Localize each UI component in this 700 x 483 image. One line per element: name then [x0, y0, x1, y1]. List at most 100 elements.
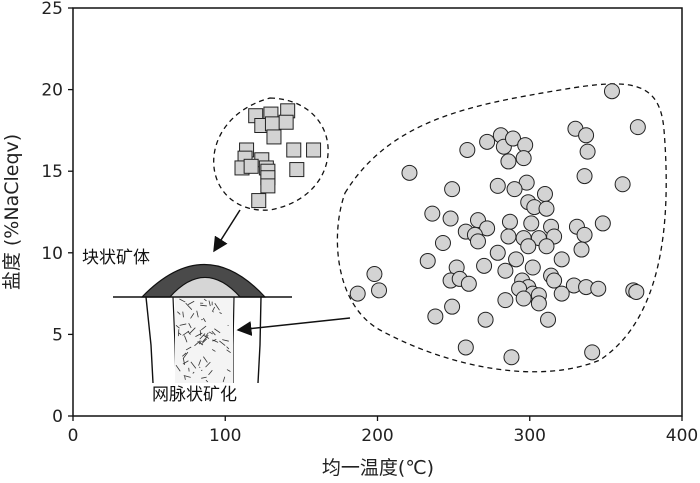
- y-axis-title: 盐度 (%NaCleqv): [1, 134, 23, 290]
- stockwork-crack: [183, 375, 191, 378]
- stockwork-crack: [212, 338, 217, 342]
- stockwork-crack: [182, 311, 184, 318]
- circle-point: [590, 280, 607, 297]
- annotation-massive-ore: 块状矿体: [82, 248, 150, 268]
- stockwork-crack: [219, 312, 222, 314]
- stockwork-crack: [185, 346, 192, 351]
- stockwork-crack: [205, 332, 209, 337]
- circle-point: [442, 210, 459, 227]
- circle-point: [476, 257, 493, 274]
- circle-point: [489, 177, 506, 194]
- stockwork-crack: [222, 376, 226, 383]
- circle-point: [553, 251, 570, 268]
- stockwork-crack: [198, 340, 202, 345]
- stockwork-crack: [200, 338, 207, 345]
- circle-point: [503, 349, 520, 366]
- stockwork-crack: [226, 349, 231, 354]
- circle-point: [477, 311, 494, 328]
- circle-point: [366, 266, 383, 283]
- stockwork-crack: [184, 375, 186, 380]
- x-axis-ticks: 0 100 200 300 400: [68, 416, 698, 446]
- stockwork-crack: [189, 327, 196, 334]
- y-tick-label: 0: [52, 407, 63, 427]
- square-point: [243, 158, 259, 174]
- stockwork-crack: [182, 351, 189, 359]
- stockwork-crack: [198, 359, 202, 366]
- stockwork-crack: [182, 352, 187, 357]
- circle-point: [578, 127, 595, 144]
- circle-point: [614, 176, 631, 193]
- stockwork-crack: [187, 300, 195, 305]
- massive-ore-core: [168, 277, 242, 298]
- circle-point: [501, 213, 518, 230]
- square-point: [266, 129, 282, 145]
- circle-point: [479, 220, 496, 237]
- x-axis-title: 均一温度(℃): [322, 457, 434, 479]
- stockwork-crack: [226, 369, 231, 372]
- y-tick-label: 15: [41, 162, 63, 182]
- x-tick-label: 0: [68, 426, 79, 446]
- circle-point: [459, 141, 476, 158]
- circle-point: [424, 205, 441, 222]
- circle-cluster-outline: [336, 83, 667, 373]
- y-axis-ticks: 0 5 10 15 20 25: [41, 0, 73, 427]
- stockwork-crack: [208, 300, 211, 307]
- circle-point: [523, 215, 540, 232]
- circle-point: [460, 275, 477, 292]
- stockwork-crack: [196, 310, 199, 318]
- stockwork-crack: [200, 304, 207, 307]
- circle-point: [518, 174, 535, 191]
- stockwork-crack: [208, 331, 213, 335]
- stockwork-crack: [200, 325, 207, 331]
- stockwork-crack: [219, 340, 226, 346]
- circle-point: [553, 285, 570, 302]
- circle-point: [489, 244, 506, 261]
- stockwork-crack: [190, 361, 197, 369]
- circle-point: [457, 339, 474, 356]
- square-point: [286, 142, 302, 158]
- stockwork-crack: [202, 334, 209, 343]
- circle-point: [371, 282, 388, 299]
- circle-point: [500, 153, 517, 170]
- circle-point: [506, 181, 523, 198]
- annotation-arrows: [213, 209, 351, 337]
- x-tick-label: 100: [209, 426, 241, 446]
- square-point: [251, 193, 267, 209]
- x-tick-label: 400: [666, 426, 698, 446]
- square-point: [306, 142, 322, 158]
- stockwork-crack: [214, 302, 220, 311]
- arrow-to-massive-ore: [213, 209, 241, 253]
- stockwork-crack: [203, 317, 206, 323]
- stockwork-crack: [211, 330, 216, 336]
- y-tick-label: 25: [41, 0, 63, 19]
- circle-point: [538, 200, 555, 217]
- stockwork-crack: [177, 311, 181, 315]
- stockwork-crack: [187, 331, 191, 335]
- circle-point: [434, 235, 451, 252]
- annotation-stockwork: 网脉状矿化: [152, 385, 237, 405]
- vein-inner-right: [232, 296, 235, 383]
- x-tick-label: 200: [361, 426, 393, 446]
- stockwork-crack: [182, 358, 186, 365]
- stockwork-crack: [178, 332, 182, 336]
- square-point: [278, 114, 294, 130]
- stockwork-crack: [199, 329, 202, 336]
- circle-point: [515, 290, 532, 307]
- stockwork-crack: [199, 366, 201, 369]
- stockwork-crack: [192, 371, 195, 374]
- circle-point: [576, 168, 593, 185]
- circle-point: [497, 292, 514, 309]
- stockwork-crack: [182, 360, 189, 365]
- circle-point: [540, 311, 557, 328]
- circle-point: [444, 298, 461, 315]
- y-tick-label: 10: [41, 244, 63, 264]
- circle-point: [594, 215, 611, 232]
- stockwork-crack: [203, 298, 207, 302]
- stockwork-crack: [208, 370, 213, 376]
- circle-point: [538, 238, 555, 255]
- stockwork-crack: [195, 332, 203, 337]
- stockwork-crack: [194, 340, 201, 347]
- circle-point: [573, 241, 590, 258]
- stockwork-crack: [185, 302, 193, 310]
